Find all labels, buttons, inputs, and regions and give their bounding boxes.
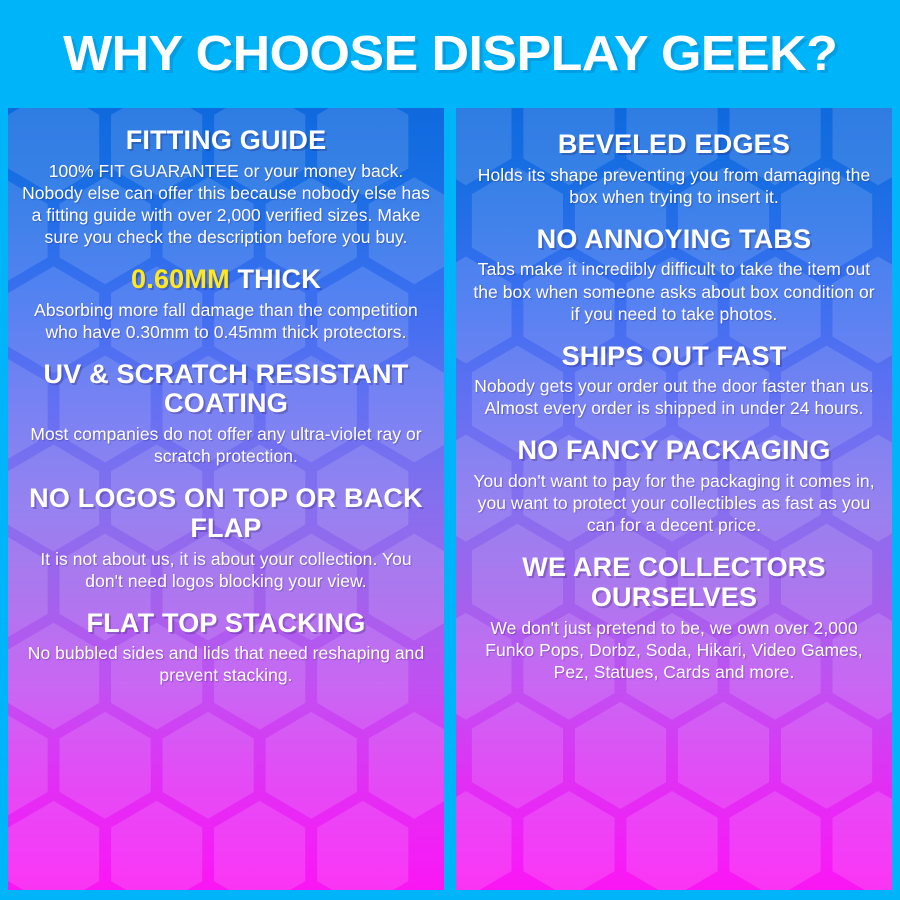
- feature-body: Absorbing more fall damage than the comp…: [34, 299, 418, 342]
- feature-title: BEVELED EDGES: [557, 129, 791, 159]
- poster-header: WHY CHOOSE DISPLAY GEEK?: [0, 0, 900, 108]
- feature-columns: FITTING GUIDE 100% FIT GUARANTEE or your…: [0, 108, 900, 900]
- feature-title: NO LOGOS ON TOP OR BACK FLAP: [29, 483, 423, 543]
- feature-title: SHIPS OUT FAST: [561, 340, 787, 371]
- feature-title-highlight: 0.60MM: [131, 263, 230, 294]
- feature-title: NO ANNOYING TABS: [536, 223, 812, 254]
- feature-uv-scratch-coating: UV & SCRATCH RESISTANT COATING Most comp…: [18, 358, 434, 467]
- feature-title: WE ARE COLLECTORS OURSELVES: [522, 552, 826, 612]
- feature-body: You don't want to pay for the packaging …: [473, 471, 875, 536]
- feature-body: No bubbled sides and lids that need resh…: [27, 643, 425, 686]
- feature-ships-out-fast: SHIPS OUT FAST Nobody gets your order ou…: [466, 340, 882, 420]
- right-feature-panel: BEVELED EDGES Holds its shape preventing…: [456, 108, 892, 890]
- feature-no-annoying-tabs: NO ANNOYING TABS Tabs make it incredibly…: [466, 223, 882, 325]
- feature-flat-top-stacking: FLAT TOP STACKING No bubbled sides and l…: [18, 607, 434, 687]
- page-title: WHY CHOOSE DISPLAY GEEK?: [62, 27, 838, 81]
- feature-title: UV & SCRATCH RESISTANT COATING: [43, 358, 409, 419]
- feature-body: Tabs make it incredibly difficult to tak…: [473, 259, 875, 324]
- left-panel-content: FITTING GUIDE 100% FIT GUARANTEE or your…: [18, 122, 434, 880]
- feature-fitting-guide: FITTING GUIDE 100% FIT GUARANTEE or your…: [18, 125, 434, 248]
- feature-title: 0.60MM THICK: [18, 263, 434, 295]
- feature-thickness: 0.60MM THICK Absorbing more fall damage …: [18, 263, 434, 343]
- feature-title: FLAT TOP STACKING: [86, 607, 366, 638]
- feature-title: NO FANCY PACKAGING: [517, 435, 831, 466]
- left-feature-panel: FITTING GUIDE 100% FIT GUARANTEE or your…: [8, 108, 444, 890]
- feature-body: Holds its shape preventing you from dama…: [477, 164, 871, 207]
- feature-no-logos: NO LOGOS ON TOP OR BACK FLAP It is not a…: [18, 483, 434, 591]
- feature-title: FITTING GUIDE: [125, 125, 327, 155]
- feature-body: It is not about us, it is about your col…: [40, 548, 412, 591]
- feature-no-fancy-packaging: NO FANCY PACKAGING You don't want to pay…: [466, 436, 882, 536]
- feature-beveled-edges: BEVELED EDGES Holds its shape preventing…: [466, 129, 882, 208]
- feature-body: We don't just pretend to be, we own over…: [485, 617, 863, 682]
- feature-title-rest: THICK: [237, 263, 321, 294]
- feature-body: Most companies do not offer any ultra-vi…: [30, 424, 422, 467]
- feature-body: 100% FIT GUARANTEE or your money back. N…: [22, 160, 430, 247]
- feature-we-are-collectors: WE ARE COLLECTORS OURSELVES We don't jus…: [466, 552, 882, 683]
- feature-body: Nobody gets your order out the door fast…: [474, 376, 874, 419]
- right-panel-content: BEVELED EDGES Holds its shape preventing…: [466, 122, 882, 880]
